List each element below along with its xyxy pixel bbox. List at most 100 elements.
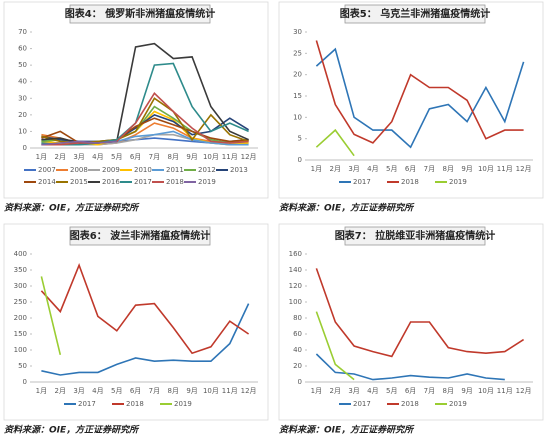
x-tick-label: 7月 [149, 153, 160, 161]
x-tick-label: 7月 [149, 387, 160, 395]
y-tick-label: 5 [298, 135, 302, 143]
x-tick-label: 1月 [36, 153, 47, 161]
y-tick-label: 140 [289, 266, 302, 274]
source-note: 资料来源：OIE，方正证券研究所 [279, 425, 415, 436]
x-tick-label: 5月 [111, 387, 122, 395]
y-tick-label: 40 [293, 346, 302, 354]
x-tick-label: 6月 [130, 387, 141, 395]
title-box [344, 226, 486, 246]
x-tick-label: 5月 [386, 165, 397, 173]
x-tick-label: 7月 [424, 387, 435, 395]
legend-label: 2019 [449, 178, 467, 186]
y-tick-label: 100 [14, 346, 27, 354]
x-tick-label: 8月 [443, 165, 454, 173]
panel-frame [278, 1, 544, 199]
source-note: 资料来源：OIE，方正证券研究所 [4, 203, 140, 214]
y-tick-label: 120 [289, 282, 302, 290]
x-tick-label: 6月 [405, 165, 416, 173]
series-line [315, 353, 505, 381]
series-line [315, 311, 355, 381]
legend-label: 2018 [126, 400, 144, 408]
y-tick-label: 50 [18, 362, 27, 370]
x-tick-label: 12月 [516, 387, 532, 395]
y-tick-label: 0 [298, 378, 302, 386]
y-tick-label: 100 [289, 298, 302, 306]
title-box [69, 226, 211, 246]
x-tick-label: 6月 [405, 387, 416, 395]
x-tick-label: 8月 [168, 387, 179, 395]
y-tick-label: 50 [18, 61, 27, 69]
title-box [344, 4, 486, 24]
x-tick-label: 3月 [73, 153, 84, 161]
y-tick-label: 0 [298, 156, 302, 164]
x-tick-label: 12月 [516, 165, 532, 173]
legend-label: 2016 [102, 178, 120, 186]
panel-frame [278, 223, 544, 421]
y-tick-label: 25 [293, 49, 302, 57]
x-tick-label: 4月 [92, 153, 103, 161]
x-tick-label: 8月 [443, 387, 454, 395]
x-tick-label: 4月 [367, 165, 378, 173]
legend-label: 2017 [353, 400, 371, 408]
chart-title: 图表5： 乌克兰非洲猪瘟疫情统计 [340, 7, 490, 20]
y-tick-label: 60 [18, 45, 27, 53]
y-tick-label: 10 [293, 113, 302, 121]
x-tick-label: 12月 [241, 387, 257, 395]
legend-label: 2017 [134, 178, 152, 186]
legend-label: 2018 [401, 178, 419, 186]
legend-label: 2018 [401, 400, 419, 408]
legend-label: 2013 [230, 166, 248, 174]
x-tick-label: 6月 [130, 153, 141, 161]
y-tick-label: 300 [14, 282, 27, 290]
y-tick-label: 0 [23, 378, 27, 386]
chart-title: 图表4： 俄罗斯非洲猪瘟疫情统计 [65, 7, 215, 20]
x-tick-label: 5月 [111, 153, 122, 161]
x-tick-label: 3月 [348, 165, 359, 173]
x-tick-label: 10月 [478, 165, 494, 173]
y-tick-label: 20 [293, 71, 302, 79]
legend-label: 2019 [449, 400, 467, 408]
y-tick-label: 80 [293, 314, 302, 322]
x-tick-label: 4月 [367, 387, 378, 395]
x-tick-label: 9月 [186, 387, 197, 395]
x-tick-label: 11月 [497, 387, 513, 395]
series-line [41, 303, 250, 376]
x-tick-label: 3月 [348, 387, 359, 395]
x-tick-label: 9月 [461, 387, 472, 395]
series-line [315, 128, 355, 157]
panel-frame [3, 1, 269, 199]
source-note: 资料来源：OIE，方正证券研究所 [4, 425, 140, 436]
series-line [315, 268, 525, 358]
x-tick-label: 8月 [168, 153, 179, 161]
x-tick-label: 4月 [92, 387, 103, 395]
x-tick-label: 10月 [203, 387, 219, 395]
x-tick-label: 1月 [36, 387, 47, 395]
y-tick-label: 20 [18, 111, 27, 119]
legend-label: 2012 [198, 166, 216, 174]
legend-label: 2010 [134, 166, 152, 174]
y-tick-label: 350 [14, 266, 27, 274]
x-tick-label: 1月 [311, 387, 322, 395]
x-tick-label: 2月 [330, 387, 341, 395]
legend-label: 2017 [78, 400, 96, 408]
series-line [315, 47, 525, 149]
x-tick-label: 2月 [330, 165, 341, 173]
x-tick-label: 9月 [461, 165, 472, 173]
x-tick-label: 10月 [203, 153, 219, 161]
legend-label: 2019 [174, 400, 192, 408]
legend-label: 2007 [38, 166, 56, 174]
legend-label: 2008 [70, 166, 88, 174]
y-tick-label: 70 [18, 28, 27, 36]
x-tick-label: 12月 [241, 153, 257, 161]
chart-title: 图表6： 波兰非洲猪瘟疫情统计 [70, 229, 210, 242]
y-tick-label: 60 [293, 330, 302, 338]
x-tick-label: 5月 [386, 387, 397, 395]
y-tick-label: 0 [23, 144, 27, 152]
y-tick-label: 250 [14, 298, 27, 306]
series-line [41, 62, 249, 146]
series-line [41, 140, 117, 146]
x-tick-label: 7月 [424, 165, 435, 173]
legend-label: 2017 [353, 178, 371, 186]
chart-title: 图表7： 拉脱维亚非洲猪瘟疫情统计 [335, 229, 495, 242]
